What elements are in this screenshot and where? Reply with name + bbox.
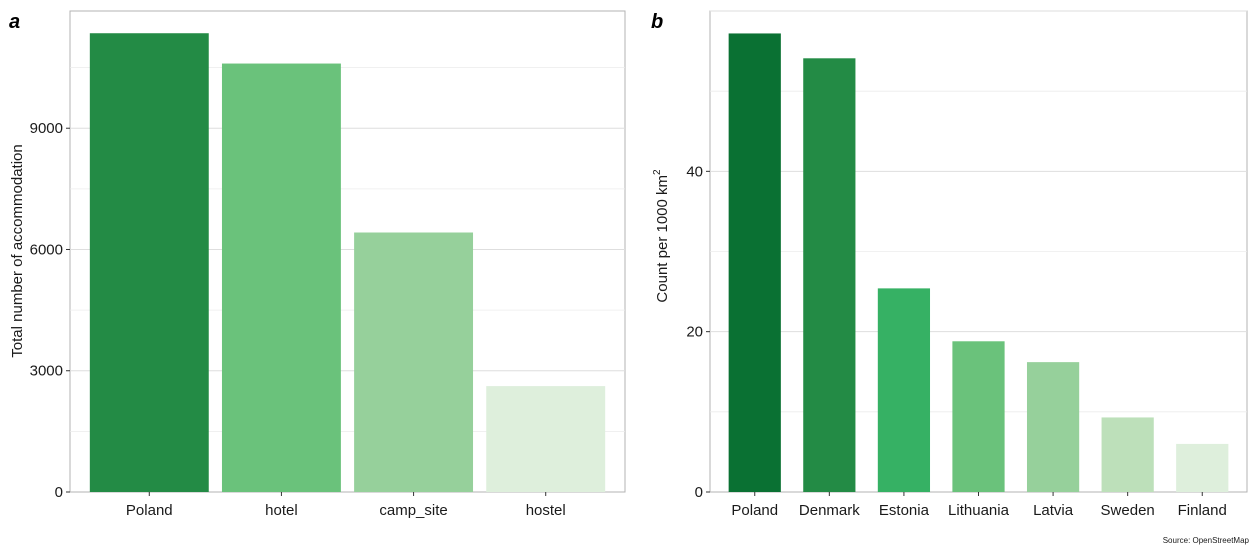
x-tick-label: Lithuania	[948, 502, 1010, 519]
x-tick-label: Estonia	[879, 502, 930, 519]
x-tick-label: Sweden	[1101, 502, 1155, 519]
bars-b	[728, 33, 1229, 493]
y-tick-label: 3000	[30, 363, 63, 380]
y-axis-title-a: Total number of accommodation	[9, 144, 26, 357]
bar-hostel	[486, 386, 606, 492]
panel-a-label: a	[9, 11, 20, 33]
x-tick-label: Poland	[126, 502, 173, 519]
bar-lithuania	[952, 341, 1005, 492]
y-tick-label: 0	[55, 484, 63, 501]
source-note: Source: OpenStreetMap	[1163, 536, 1250, 545]
panel-a: a 0 3000 6000 9000 Poland hotel camp_site host…	[9, 10, 626, 519]
y-tick-label: 0	[695, 484, 703, 501]
x-tick-label: Finland	[1178, 502, 1227, 519]
x-tick-labels-a: Poland hotel camp_site hostel	[126, 492, 566, 519]
x-tick-label: camp_site	[379, 502, 447, 519]
x-tick-label: Latvia	[1033, 502, 1074, 519]
x-tick-label: hotel	[265, 502, 298, 519]
gridlines-b	[710, 10, 1247, 413]
bar-estonia	[877, 288, 931, 492]
y-tick-label: 9000	[30, 120, 63, 137]
panel-b-label: b	[651, 11, 663, 33]
y-tick-label: 20	[686, 324, 703, 341]
x-tick-label: Denmark	[799, 502, 860, 519]
bar-poland	[89, 33, 209, 493]
x-tick-labels-b: Poland Denmark Estonia Lithuania Latvia Swede…	[731, 492, 1227, 519]
bar-latvia	[1026, 362, 1080, 492]
bar-camp-site	[354, 232, 474, 493]
bars-a	[89, 33, 606, 493]
bar-poland	[728, 33, 781, 493]
panel-b: b 0 20 40 Poland Denmark Estonia Lithuania Lat…	[651, 10, 1248, 519]
x-tick-label: Poland	[731, 502, 778, 519]
y-axis-title-b: Count per 1000 km2	[652, 169, 671, 303]
x-tick-label: hostel	[526, 502, 566, 519]
y-tick-labels-b: 0 20 40	[686, 163, 710, 501]
y-tick-labels-a: 0 3000 6000 9000	[30, 120, 70, 501]
y-tick-label: 40	[686, 163, 703, 180]
bar-finland	[1176, 443, 1229, 492]
bar-hotel	[221, 63, 341, 493]
bar-denmark	[803, 58, 856, 492]
y-tick-label: 6000	[30, 241, 63, 258]
bar-sweden	[1101, 417, 1154, 492]
